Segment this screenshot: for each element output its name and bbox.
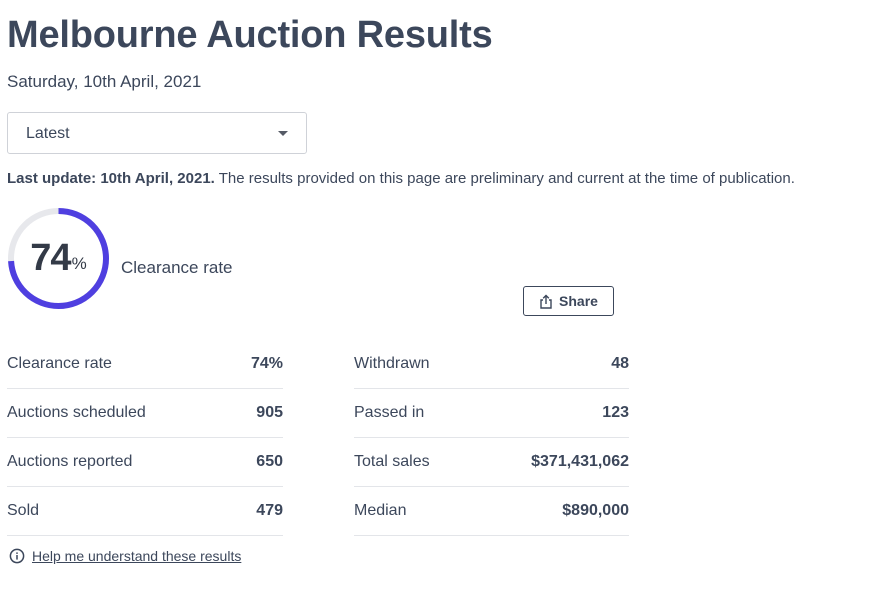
page-title: Melbourne Auction Results [7,14,493,56]
share-button[interactable]: Share [523,286,614,316]
stat-value: 48 [611,355,629,372]
update-notice: Last update: 10th April, 2021. The resul… [7,170,795,187]
stat-value: 905 [256,404,283,421]
stat-label: Auctions reported [7,453,133,470]
clearance-rate-unit: % [71,253,87,273]
stat-label: Median [354,502,407,519]
help-link[interactable]: Help me understand these results [32,548,242,564]
stat-label: Withdrawn [354,355,430,372]
stat-row: Passed in 123 [354,389,629,438]
share-icon [540,294,552,309]
stat-value: $890,000 [562,502,629,519]
stats-table-left: Clearance rate 74% Auctions scheduled 905 … [7,340,283,536]
clearance-rate-number: 74 [30,237,71,279]
clearance-rate-ring [8,208,109,309]
stat-value: 650 [256,453,283,470]
results-period-select[interactable]: Latest [7,112,307,154]
stats-table-right: Withdrawn 48 Passed in 123 Total sales $371… [354,340,629,536]
update-notice-text: The results provided on this page are pr… [214,170,795,187]
stat-label: Passed in [354,404,425,421]
stat-label: Total sales [354,453,430,470]
update-notice-bold: Last update: 10th April, 2021. [7,170,215,187]
stat-value: 479 [256,502,283,519]
auction-date: Saturday, 10th April, 2021 [7,72,202,91]
help-link-row: Help me understand these results [9,548,241,564]
stat-row: Total sales $371,431,062 [354,438,629,487]
stat-row: Withdrawn 48 [354,340,629,389]
stat-row: Auctions reported 650 [7,438,283,487]
stat-value: $371,431,062 [531,453,629,470]
stat-value: 74% [250,355,283,372]
stat-row: Auctions scheduled 905 [7,389,283,438]
chevron-down-icon [278,131,288,136]
share-label: Share [559,293,598,309]
stat-label: Auctions scheduled [7,404,146,421]
select-value: Latest [26,125,70,142]
stat-label: Clearance rate [7,355,112,372]
stat-label: Sold [7,502,40,519]
stat-row: Median $890,000 [354,487,629,536]
clearance-rate-figure: 74% [7,207,110,310]
info-icon [9,548,25,564]
stat-row: Sold 479 [7,487,283,536]
clearance-rate-label: Clearance rate [121,258,233,277]
ring-progress [8,208,109,309]
stat-value: 123 [602,404,629,421]
stat-row: Clearance rate 74% [7,340,283,389]
